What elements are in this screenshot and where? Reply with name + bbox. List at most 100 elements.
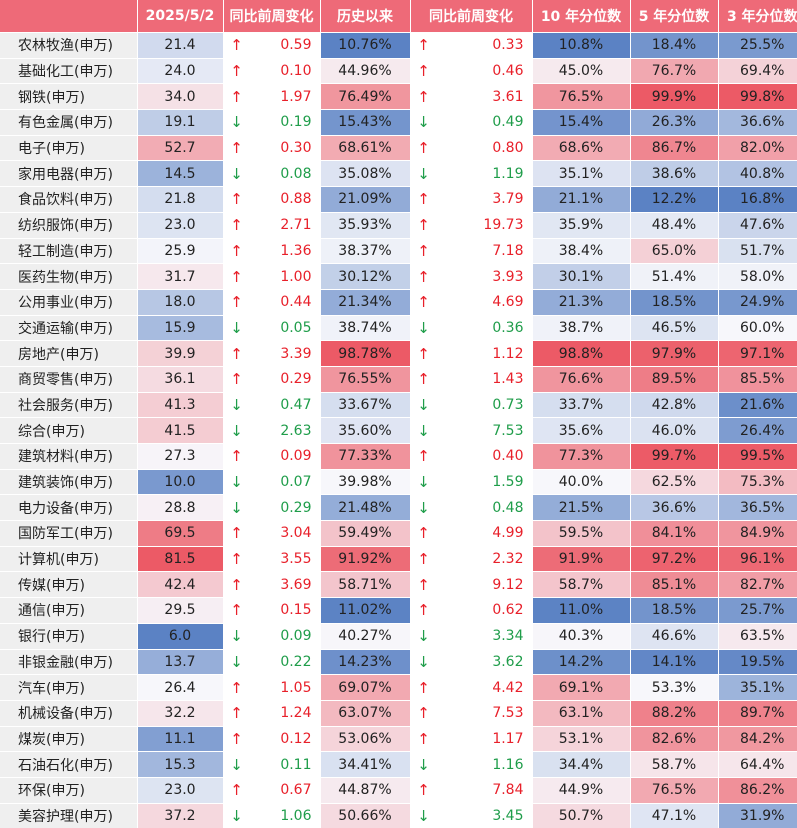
percentile-10y: 59.5% (532, 521, 630, 547)
pe-value: 21.8 (137, 187, 223, 213)
historical-percentile: 21.34% (320, 289, 410, 315)
weekly-change-value: 1.00 (250, 264, 320, 290)
weekly-change-value: 0.19 (250, 110, 320, 136)
percentile-change-value: 0.62 (437, 598, 532, 624)
percentile-5y: 65.0% (630, 238, 718, 264)
arrow-down-icon: ↓ (410, 315, 437, 341)
percentile-10y: 35.1% (532, 161, 630, 187)
percentile-10y: 69.1% (532, 675, 630, 701)
header-industry (0, 0, 137, 33)
percentile-3y: 69.4% (718, 58, 797, 84)
weekly-change-value: 0.67 (250, 777, 320, 803)
percentile-5y: 12.2% (630, 187, 718, 213)
percentile-3y: 82.0% (718, 135, 797, 161)
arrow-up-icon: ↑ (410, 135, 437, 161)
industry-name: 计算机(申万) (0, 546, 137, 572)
arrow-up-icon: ↑ (223, 521, 250, 547)
weekly-change-value: 0.88 (250, 187, 320, 213)
arrow-up-icon: ↑ (410, 598, 437, 624)
pe-value: 11.1 (137, 726, 223, 752)
pe-value: 39.9 (137, 341, 223, 367)
arrow-up-icon: ↑ (223, 264, 250, 290)
historical-percentile: 44.87% (320, 777, 410, 803)
arrow-down-icon: ↓ (223, 161, 250, 187)
pe-value: 23.0 (137, 212, 223, 238)
weekly-change-value: 3.55 (250, 546, 320, 572)
percentile-change-value: 1.59 (437, 469, 532, 495)
historical-percentile: 34.41% (320, 752, 410, 778)
arrow-down-icon: ↓ (410, 623, 437, 649)
industry-name: 房地产(申万) (0, 341, 137, 367)
percentile-change-value: 4.42 (437, 675, 532, 701)
historical-percentile: 35.08% (320, 161, 410, 187)
weekly-change-value: 2.71 (250, 212, 320, 238)
arrow-up-icon: ↑ (410, 58, 437, 84)
percentile-10y: 11.0% (532, 598, 630, 624)
arrow-down-icon: ↓ (410, 418, 437, 444)
percentile-5y: 18.5% (630, 289, 718, 315)
percentile-5y: 46.0% (630, 418, 718, 444)
arrow-down-icon: ↓ (223, 110, 250, 136)
percentile-5y: 97.9% (630, 341, 718, 367)
pe-value: 41.5 (137, 418, 223, 444)
header-3y-percentile: 3 年分位数 (718, 0, 797, 33)
percentile-10y: 45.0% (532, 58, 630, 84)
pe-value: 81.5 (137, 546, 223, 572)
percentile-3y: 31.9% (718, 803, 797, 828)
percentile-5y: 86.7% (630, 135, 718, 161)
pe-value: 26.4 (137, 675, 223, 701)
percentile-change-value: 7.84 (437, 777, 532, 803)
industry-name: 公用事业(申万) (0, 289, 137, 315)
arrow-up-icon: ↑ (223, 726, 250, 752)
percentile-10y: 76.5% (532, 84, 630, 110)
percentile-change-value: 1.12 (437, 341, 532, 367)
pe-value: 42.4 (137, 572, 223, 598)
industry-name: 商贸零售(申万) (0, 366, 137, 392)
historical-percentile: 63.07% (320, 700, 410, 726)
historical-percentile: 39.98% (320, 469, 410, 495)
pe-value: 18.0 (137, 289, 223, 315)
percentile-5y: 53.3% (630, 675, 718, 701)
arrow-up-icon: ↑ (223, 135, 250, 161)
percentile-3y: 64.4% (718, 752, 797, 778)
percentile-change-value: 9.12 (437, 572, 532, 598)
percentile-change-value: 1.19 (437, 161, 532, 187)
arrow-down-icon: ↓ (410, 161, 437, 187)
percentile-change-value: 0.49 (437, 110, 532, 136)
percentile-change-value: 0.73 (437, 392, 532, 418)
pe-value: 15.9 (137, 315, 223, 341)
industry-name: 纺织服饰(申万) (0, 212, 137, 238)
percentile-change-value: 1.17 (437, 726, 532, 752)
percentile-10y: 63.1% (532, 700, 630, 726)
percentile-10y: 68.6% (532, 135, 630, 161)
percentile-3y: 82.7% (718, 572, 797, 598)
industry-name: 农林牧渔(申万) (0, 33, 137, 59)
percentile-5y: 36.6% (630, 495, 718, 521)
percentile-5y: 47.1% (630, 803, 718, 828)
industry-name: 轻工制造(申万) (0, 238, 137, 264)
historical-percentile: 98.78% (320, 341, 410, 367)
arrow-up-icon: ↑ (223, 238, 250, 264)
percentile-10y: 38.4% (532, 238, 630, 264)
percentile-5y: 18.5% (630, 598, 718, 624)
weekly-change-value: 0.59 (250, 33, 320, 59)
arrow-up-icon: ↑ (410, 341, 437, 367)
pe-value: 13.7 (137, 649, 223, 675)
percentile-5y: 48.4% (630, 212, 718, 238)
percentile-10y: 50.7% (532, 803, 630, 828)
weekly-change-value: 0.44 (250, 289, 320, 315)
percentile-5y: 46.6% (630, 623, 718, 649)
historical-percentile: 69.07% (320, 675, 410, 701)
